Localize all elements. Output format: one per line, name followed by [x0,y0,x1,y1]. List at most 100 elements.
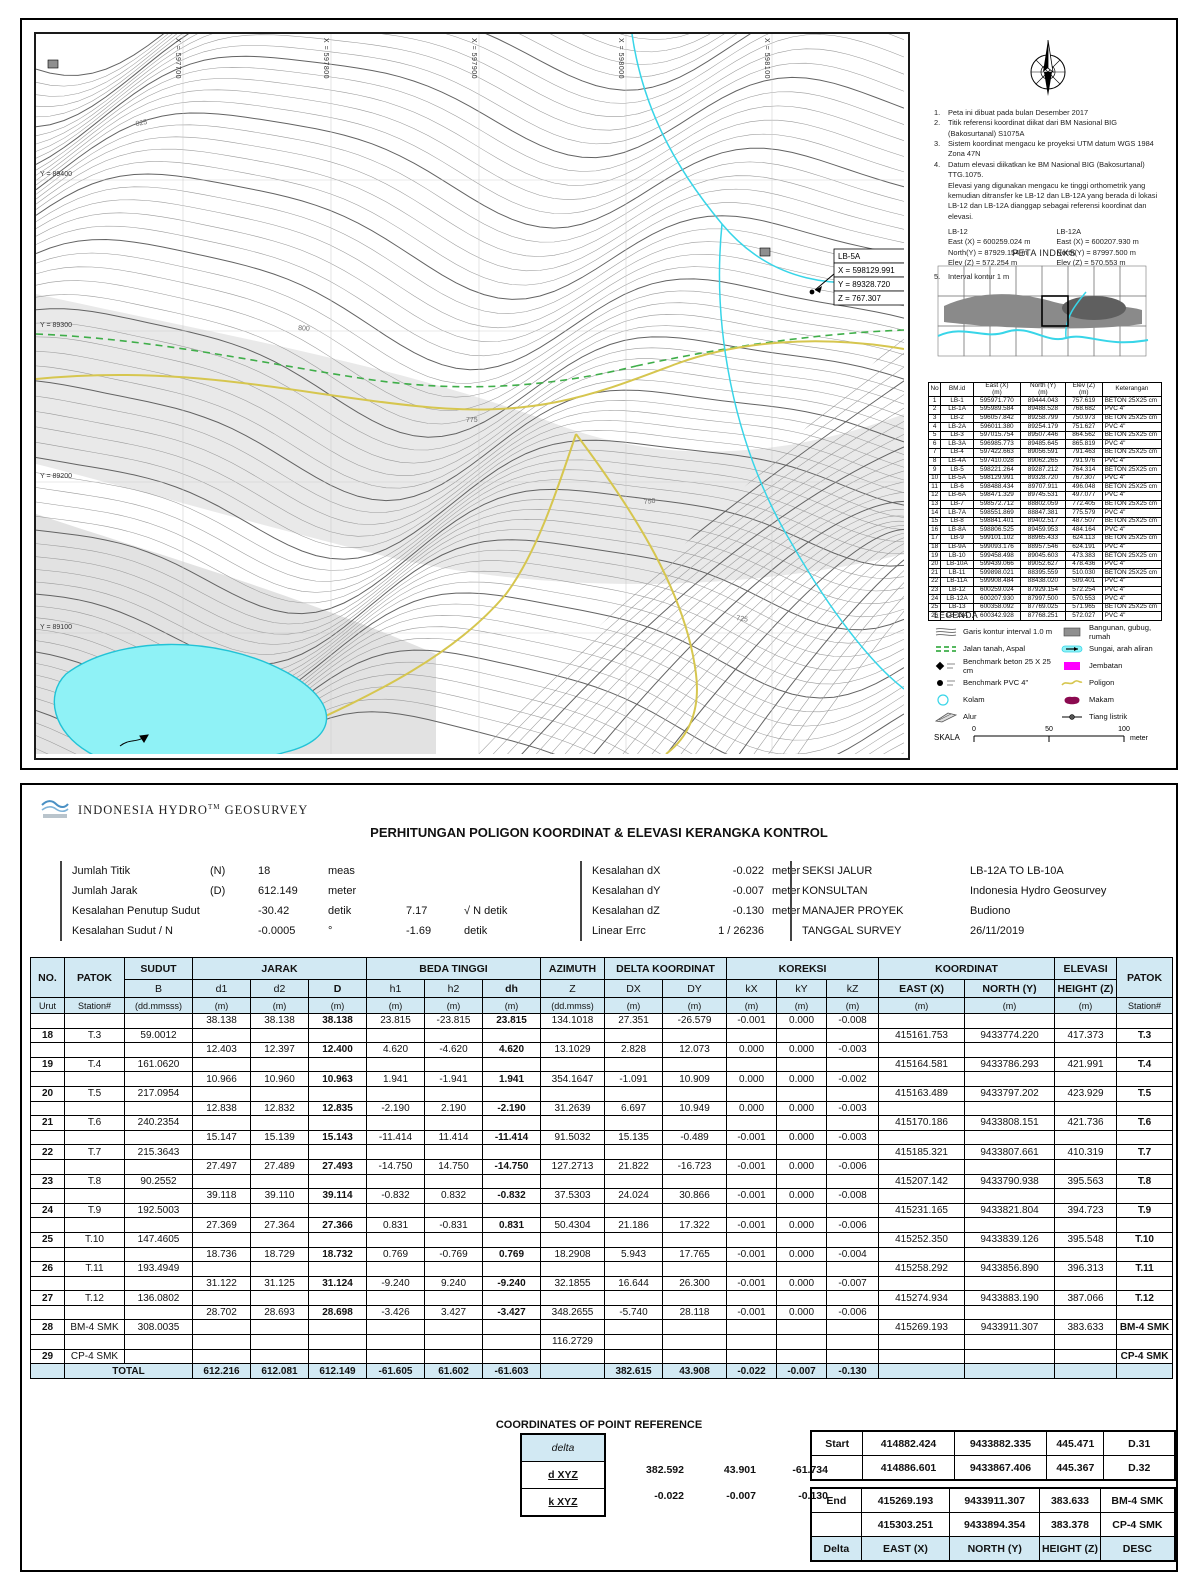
table-cell [540,1144,606,1160]
grid-label-y: Y = 89300 [40,322,72,329]
note-number: 5. [934,272,941,282]
delta-header: delta [520,1433,606,1462]
summary-cell: detik [464,925,488,937]
summary-cell: -1.69 [406,925,432,937]
table-unit-header: (m) [482,997,542,1014]
total-cell: 612.149 [307,1363,368,1379]
table-cell: 50.4304 [540,1217,606,1233]
table-cell [662,1027,728,1044]
delta-value: -0.007 [726,1490,756,1502]
ref-cell: 445.367 [1046,1455,1105,1481]
table-cell: 134.1018 [540,1013,606,1029]
contour-label: 725 [736,615,749,624]
ref-elev: Elev (Z) = 570.553 m [1056,258,1126,268]
table-cell [366,1144,426,1160]
table-cell [424,1144,484,1160]
summary-row: Kesalahan Sudut / N -0.0005 ° -1.69 detik [72,921,577,941]
table-cell [30,1275,65,1292]
table-cell [878,1304,966,1321]
table-cell [540,1202,606,1219]
table-cell [1054,1217,1118,1233]
table-sub-header: B [124,979,193,998]
bm-pvc-icon [937,679,955,686]
summary-row: Kesalahan dX -0.022 meter [592,861,800,881]
table-cell: 415170.186 [878,1115,966,1131]
table-cell [604,1319,664,1336]
report-header: INDONESIA HYDROTM GEOSURVEY PERHITUNGAN … [22,785,1176,855]
ref-cell: 9433911.307 [949,1487,1041,1513]
table-cell: 10.960 [250,1071,309,1087]
table-cell [124,1275,193,1292]
bm-cell: 1 [927,396,942,407]
table-cell [878,1129,966,1146]
table-cell: 9433883.190 [964,1290,1056,1306]
table-cell: 9.240 [424,1275,484,1292]
table-cell [192,1348,251,1365]
table-cell [826,1144,880,1160]
table-cell [424,1202,484,1219]
bm-row: 3 LB-2 596057.842 89258.799 750.973 BETON 25X… [927,413,1163,424]
bm-cell: 596985.773 [972,439,1021,449]
table-cell [307,1202,368,1219]
table-cell: 13.1029 [540,1042,606,1058]
scale-unit: meter [1130,735,1149,742]
bm-cell: 473.383 [1064,551,1103,561]
table-cell [662,1056,728,1073]
bm-cell: 87768.251 [1019,611,1066,621]
table-cell: -0.003 [826,1100,880,1117]
table-cell [540,1290,606,1306]
sungai-icon [1061,645,1083,652]
table-cell [250,1290,309,1306]
station-row: 20 T.5 217.0954 415163.489 9433797.202 423.92… [30,1085,1174,1102]
ref-cell: CP-4 SMK [1099,1512,1176,1537]
bm-cell: PVC 4" [1101,559,1163,570]
table-cell [878,1100,966,1117]
end-reference-table: End 415269.193 9433911.307 383.633 BM-4 SMK 4… [810,1487,1176,1562]
bm-cell: 484.164 [1064,525,1103,535]
legend-label: Kolam [963,695,985,704]
table-cell [964,1188,1056,1204]
summary-row: Jumlah Jarak (D) 612.149 meter [72,881,577,901]
table-cell: 0.000 [776,1042,828,1058]
callout-text: X = 598129.991 [838,266,895,275]
table-cell [540,1115,606,1131]
summary-right: SEKSI JALUR LB-12A TO LB-10A KONSULTAN Indo… [790,861,1172,941]
index-tile [989,265,1017,297]
table-cell [482,1027,542,1044]
ref-cell: D.32 [1103,1455,1176,1481]
contour-label: 750 [643,498,655,506]
measurement-row: 10.966 10.960 10.963 1.941 -1.941 1.941 354.16… [30,1071,1174,1087]
table-cell [30,1188,65,1204]
table-cell [776,1231,828,1248]
table-cell: -4.620 [424,1042,484,1058]
bm-cell: 597410.028 [972,456,1021,467]
table-cell: 27.364 [250,1217,309,1233]
alur-icon [934,712,958,722]
table-cell [424,1261,484,1277]
table-cell [366,1231,426,1248]
bm-cell: LB-8 [940,516,974,527]
bm-row: 16 LB-8A 598806.525 89459.953 484.164 PVC 4" [927,525,1163,535]
summary-row: Kesalahan dZ -0.130 meter [592,901,800,921]
table-cell: 394.723 [1054,1202,1118,1219]
legend-item: Makam [1060,694,1168,705]
scale-bar: SKALA 0 50 100 meter [934,722,1159,750]
table-cell [307,1334,368,1350]
bm-cell: LB-8A [940,525,974,535]
summary-cell: 18 [258,865,271,877]
bm-cell: 599898.021 [972,568,1021,578]
table-cell [826,1115,880,1131]
index-tile [937,265,965,297]
table-cell: -14.750 [482,1158,542,1175]
table-cell [1054,1042,1118,1058]
coordinate-grid [36,34,904,754]
benchmark-table: No BM.id East (X) (m) North (Y) (m) Elev (Z) (m… [927,381,1163,621]
index-tile [1067,325,1095,357]
bangunan-icon [1063,627,1081,636]
table-cell [482,1319,542,1336]
table-cell: 415207.142 [878,1173,966,1190]
delta-row-label: d XYZ [520,1461,606,1489]
table-cell [604,1144,664,1160]
summary-cell: -30.42 [258,905,290,917]
table-cell [250,1202,309,1219]
